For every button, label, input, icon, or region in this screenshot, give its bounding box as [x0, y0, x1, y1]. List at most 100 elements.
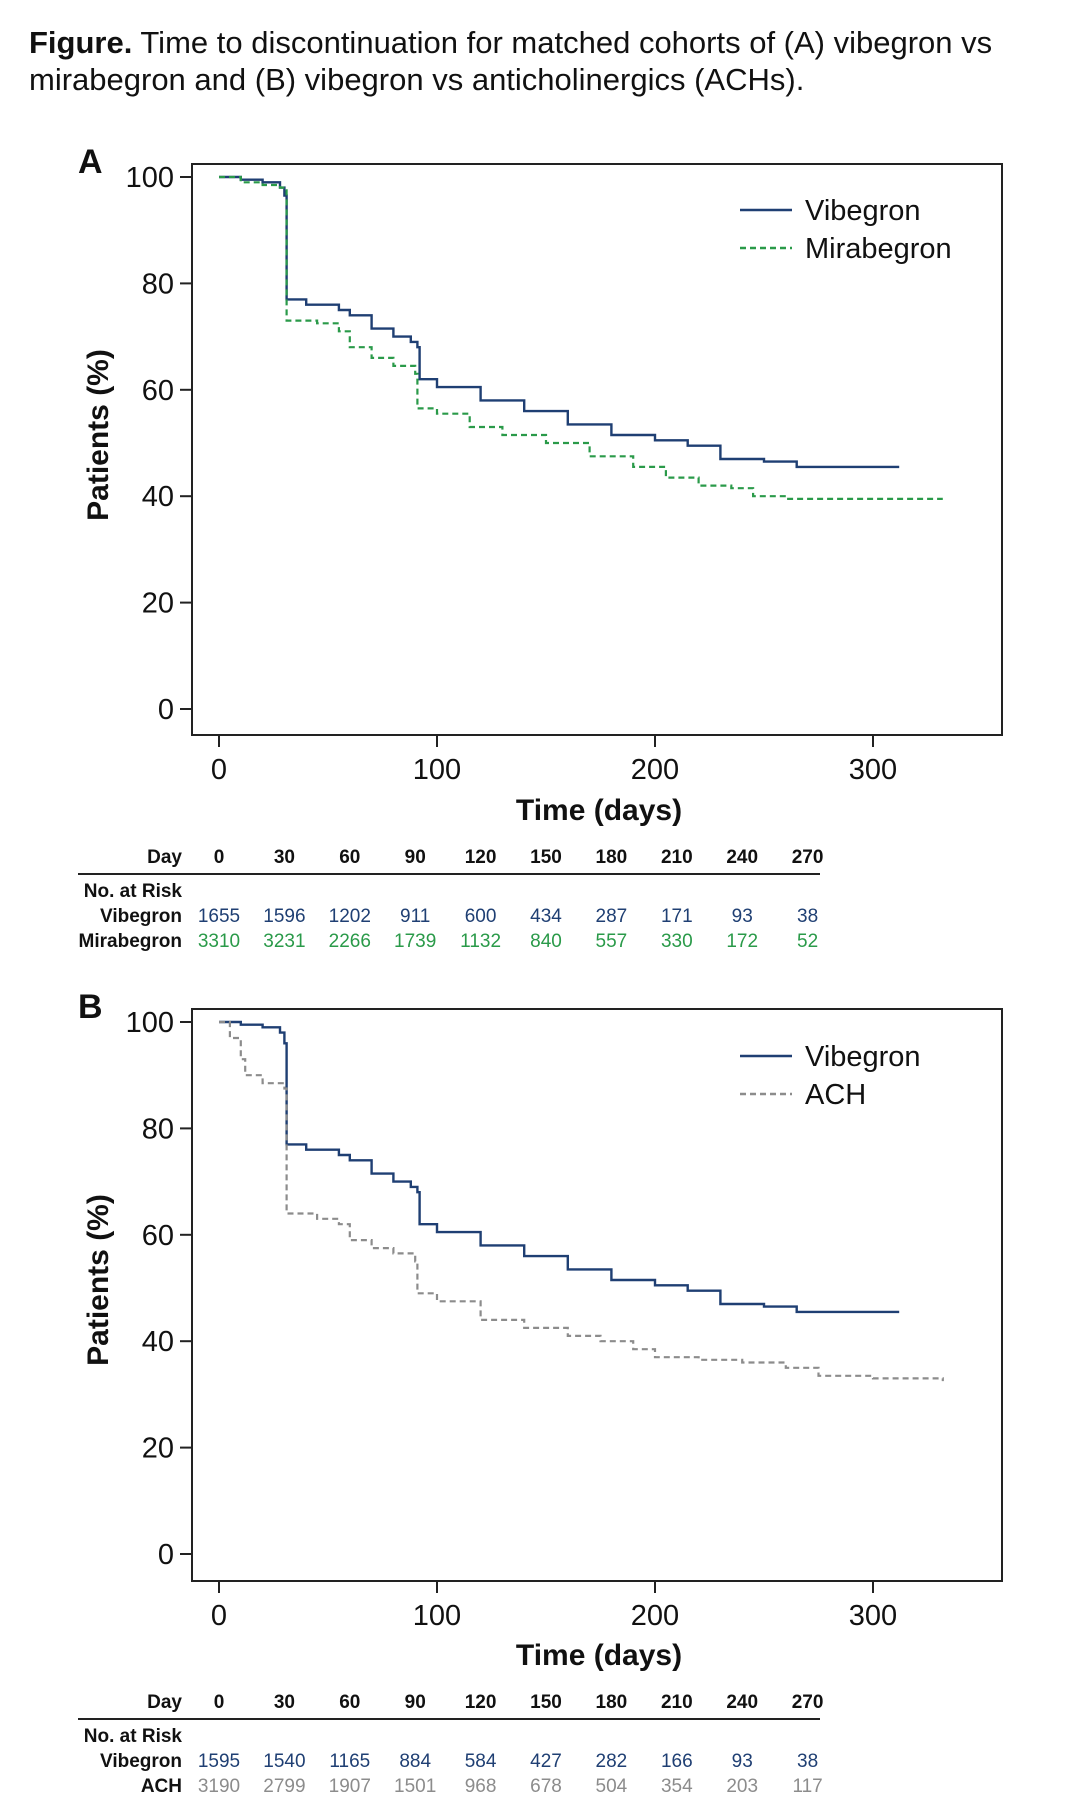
y-tick-label: 20	[142, 588, 174, 620]
risk-row-value: 3231	[263, 931, 305, 952]
risk-row-value: 287	[596, 906, 628, 927]
x-tick-label: 200	[631, 1600, 679, 1632]
risk-day-value: 90	[405, 847, 426, 868]
y-tick-label: 60	[142, 1220, 174, 1252]
risk-row-value: 1165	[329, 1751, 370, 1772]
y-tick-label: 100	[126, 1007, 174, 1039]
y-tick-label: 0	[158, 694, 174, 726]
risk-day-value: 90	[405, 1692, 426, 1713]
y-tick-label: 80	[142, 1113, 174, 1145]
risk-row-value: 1132	[460, 931, 501, 952]
risk-day-header: Day	[147, 1692, 182, 1713]
panel-letter: B	[78, 988, 103, 1026]
risk-row-value: 600	[465, 906, 497, 927]
risk-day-value: 60	[339, 1692, 360, 1713]
plot-frame	[191, 163, 1003, 736]
risk-day-value: 210	[661, 1692, 693, 1713]
y-tick-label: 40	[142, 481, 174, 513]
y-tick-label: 100	[126, 162, 174, 194]
risk-row-value: 38	[797, 906, 818, 927]
risk-row-value: 840	[530, 931, 562, 952]
risk-row-value: 434	[530, 906, 562, 927]
risk-row-value: 3310	[198, 931, 240, 952]
risk-row-value: 3190	[198, 1776, 240, 1797]
risk-day-value: 240	[726, 1692, 758, 1713]
y-tick-label: 80	[142, 268, 174, 300]
risk-row-value: 93	[732, 906, 753, 927]
risk-row-label: ACH	[141, 1776, 182, 1797]
risk-day-value: 0	[214, 1692, 225, 1713]
risk-row-label: Mirabegron	[79, 931, 182, 952]
risk-row-value: 117	[792, 1776, 822, 1797]
y-axis-title: Patients (%)	[82, 349, 115, 521]
series-line-ach	[219, 1020, 944, 1382]
x-tick-label: 300	[849, 1600, 897, 1632]
legend-label: Vibegron	[805, 1041, 921, 1073]
risk-day-value: 30	[274, 847, 295, 868]
caption-text: Time to discontinuation for matched coho…	[29, 25, 993, 97]
risk-title: No. at Risk	[84, 1726, 183, 1747]
risk-row-value: 2799	[263, 1776, 305, 1797]
risk-row-value: 2266	[329, 931, 371, 952]
x-tick-label: 0	[211, 1600, 227, 1632]
risk-row-value: 93	[732, 1751, 753, 1772]
plot-frame	[191, 1008, 1003, 1582]
risk-day-value: 150	[530, 1692, 562, 1713]
risk-day-value: 120	[465, 847, 497, 868]
risk-day-value: 60	[339, 847, 360, 868]
caption-label: Figure.	[29, 25, 133, 60]
x-axis-title: Time (days)	[516, 794, 682, 827]
risk-row-value: 1540	[263, 1751, 305, 1772]
risk-day-value: 30	[274, 1692, 295, 1713]
y-tick-label: 0	[158, 1539, 174, 1571]
y-axis-title: Patients (%)	[82, 1194, 115, 1366]
x-tick-label: 0	[211, 754, 227, 786]
risk-row-value: 1501	[394, 1776, 436, 1797]
risk-row-value: 557	[596, 931, 628, 952]
risk-row-value: 171	[661, 906, 693, 927]
risk-day-value: 120	[465, 1692, 497, 1713]
panel-letter: A	[78, 143, 103, 181]
y-tick-label: 20	[142, 1433, 174, 1465]
legend-label: Vibegron	[805, 195, 921, 227]
risk-row-label: Vibegron	[100, 1751, 182, 1772]
x-tick-label: 200	[631, 754, 679, 786]
x-tick-label: 100	[413, 754, 461, 786]
risk-day-value: 0	[214, 847, 225, 868]
risk-row-value: 504	[596, 1776, 628, 1797]
risk-row-value: 1655	[198, 906, 240, 927]
risk-row-value: 968	[465, 1776, 497, 1797]
x-tick-label: 300	[849, 754, 897, 786]
risk-day-header: Day	[147, 847, 182, 868]
risk-row-value: 52	[797, 931, 818, 952]
series-line-mirabegron	[219, 175, 943, 500]
y-tick-label: 60	[142, 375, 174, 407]
risk-day-value: 270	[792, 1692, 824, 1713]
risk-row-value: 172	[726, 931, 758, 952]
figure-caption: Figure. Time to discontinuation for matc…	[29, 24, 1069, 98]
risk-row-value: 678	[530, 1776, 562, 1797]
risk-day-value: 270	[792, 847, 824, 868]
risk-day-value: 210	[661, 847, 693, 868]
risk-row-value: 584	[465, 1751, 497, 1772]
risk-row-value: 354	[661, 1776, 693, 1797]
risk-row-value: 1907	[329, 1776, 371, 1797]
risk-row-value: 1739	[394, 931, 436, 952]
risk-row-value: 38	[797, 1751, 818, 1772]
risk-row-value: 203	[726, 1776, 758, 1797]
risk-row-value: 911	[400, 906, 430, 927]
x-tick-label: 100	[413, 1600, 461, 1632]
risk-row-value: 166	[661, 1751, 693, 1772]
risk-row-value: 884	[399, 1751, 431, 1772]
legend-label: ACH	[805, 1079, 866, 1111]
risk-row-value: 282	[596, 1751, 628, 1772]
series-line-vibegron	[219, 175, 900, 469]
risk-row-value: 1596	[263, 906, 305, 927]
risk-row-value: 330	[661, 931, 693, 952]
risk-day-value: 240	[726, 847, 758, 868]
y-tick-label: 40	[142, 1326, 174, 1358]
legend-label: Mirabegron	[805, 233, 952, 265]
